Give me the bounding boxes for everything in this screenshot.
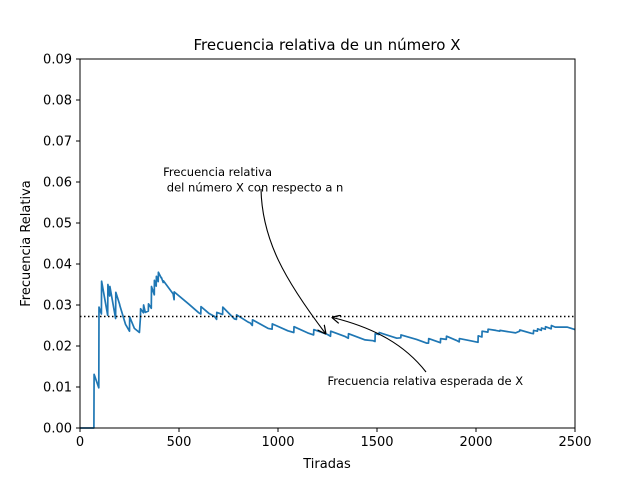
relative-frequency-line [80,271,576,429]
y-axis: 0.00 0.01 0.02 0.03 0.04 0.05 0.06 0.07 0.08 0.09 [43,53,80,437]
x-axis-label: Tiradas [302,457,351,472]
y-tick-label: 0.00 [43,422,72,437]
y-tick-label: 0.07 [43,135,72,150]
annotation-relative-frequency-label: Frecuencia relativa del número X con res… [163,165,343,195]
x-tick-label: 500 [167,435,192,450]
x-tick-label: 1500 [360,435,393,450]
annotation-arrow-expected-frequency [333,318,427,373]
y-tick-label: 0.03 [43,299,72,314]
x-tick-label: 2000 [459,435,492,450]
y-axis-label: Frecuencia Relativa [19,180,34,306]
plot-area [80,271,576,429]
x-tick-label: 2500 [558,435,591,450]
y-tick-label: 0.05 [43,217,72,232]
plot-frame [79,58,576,429]
y-tick-label: 0.01 [43,381,72,396]
y-tick-label: 0.02 [43,340,72,355]
annotations: Frecuencia relativa del número X con res… [163,165,523,388]
annotation-arrow-relative-frequency [260,188,326,334]
y-tick-label: 0.06 [43,176,72,191]
x-tick-label: 1000 [261,435,294,450]
y-tick-label: 0.04 [43,258,72,273]
y-tick-label: 0.09 [43,53,72,68]
x-axis: 0 500 1000 1500 2000 2500 [76,428,592,450]
chart-title: Frecuencia relativa de un número X [194,36,461,54]
x-tick-label: 0 [76,435,84,450]
annotation-expected-frequency-label: Frecuencia relativa esperada de X [328,374,524,388]
y-tick-label: 0.08 [43,94,72,109]
